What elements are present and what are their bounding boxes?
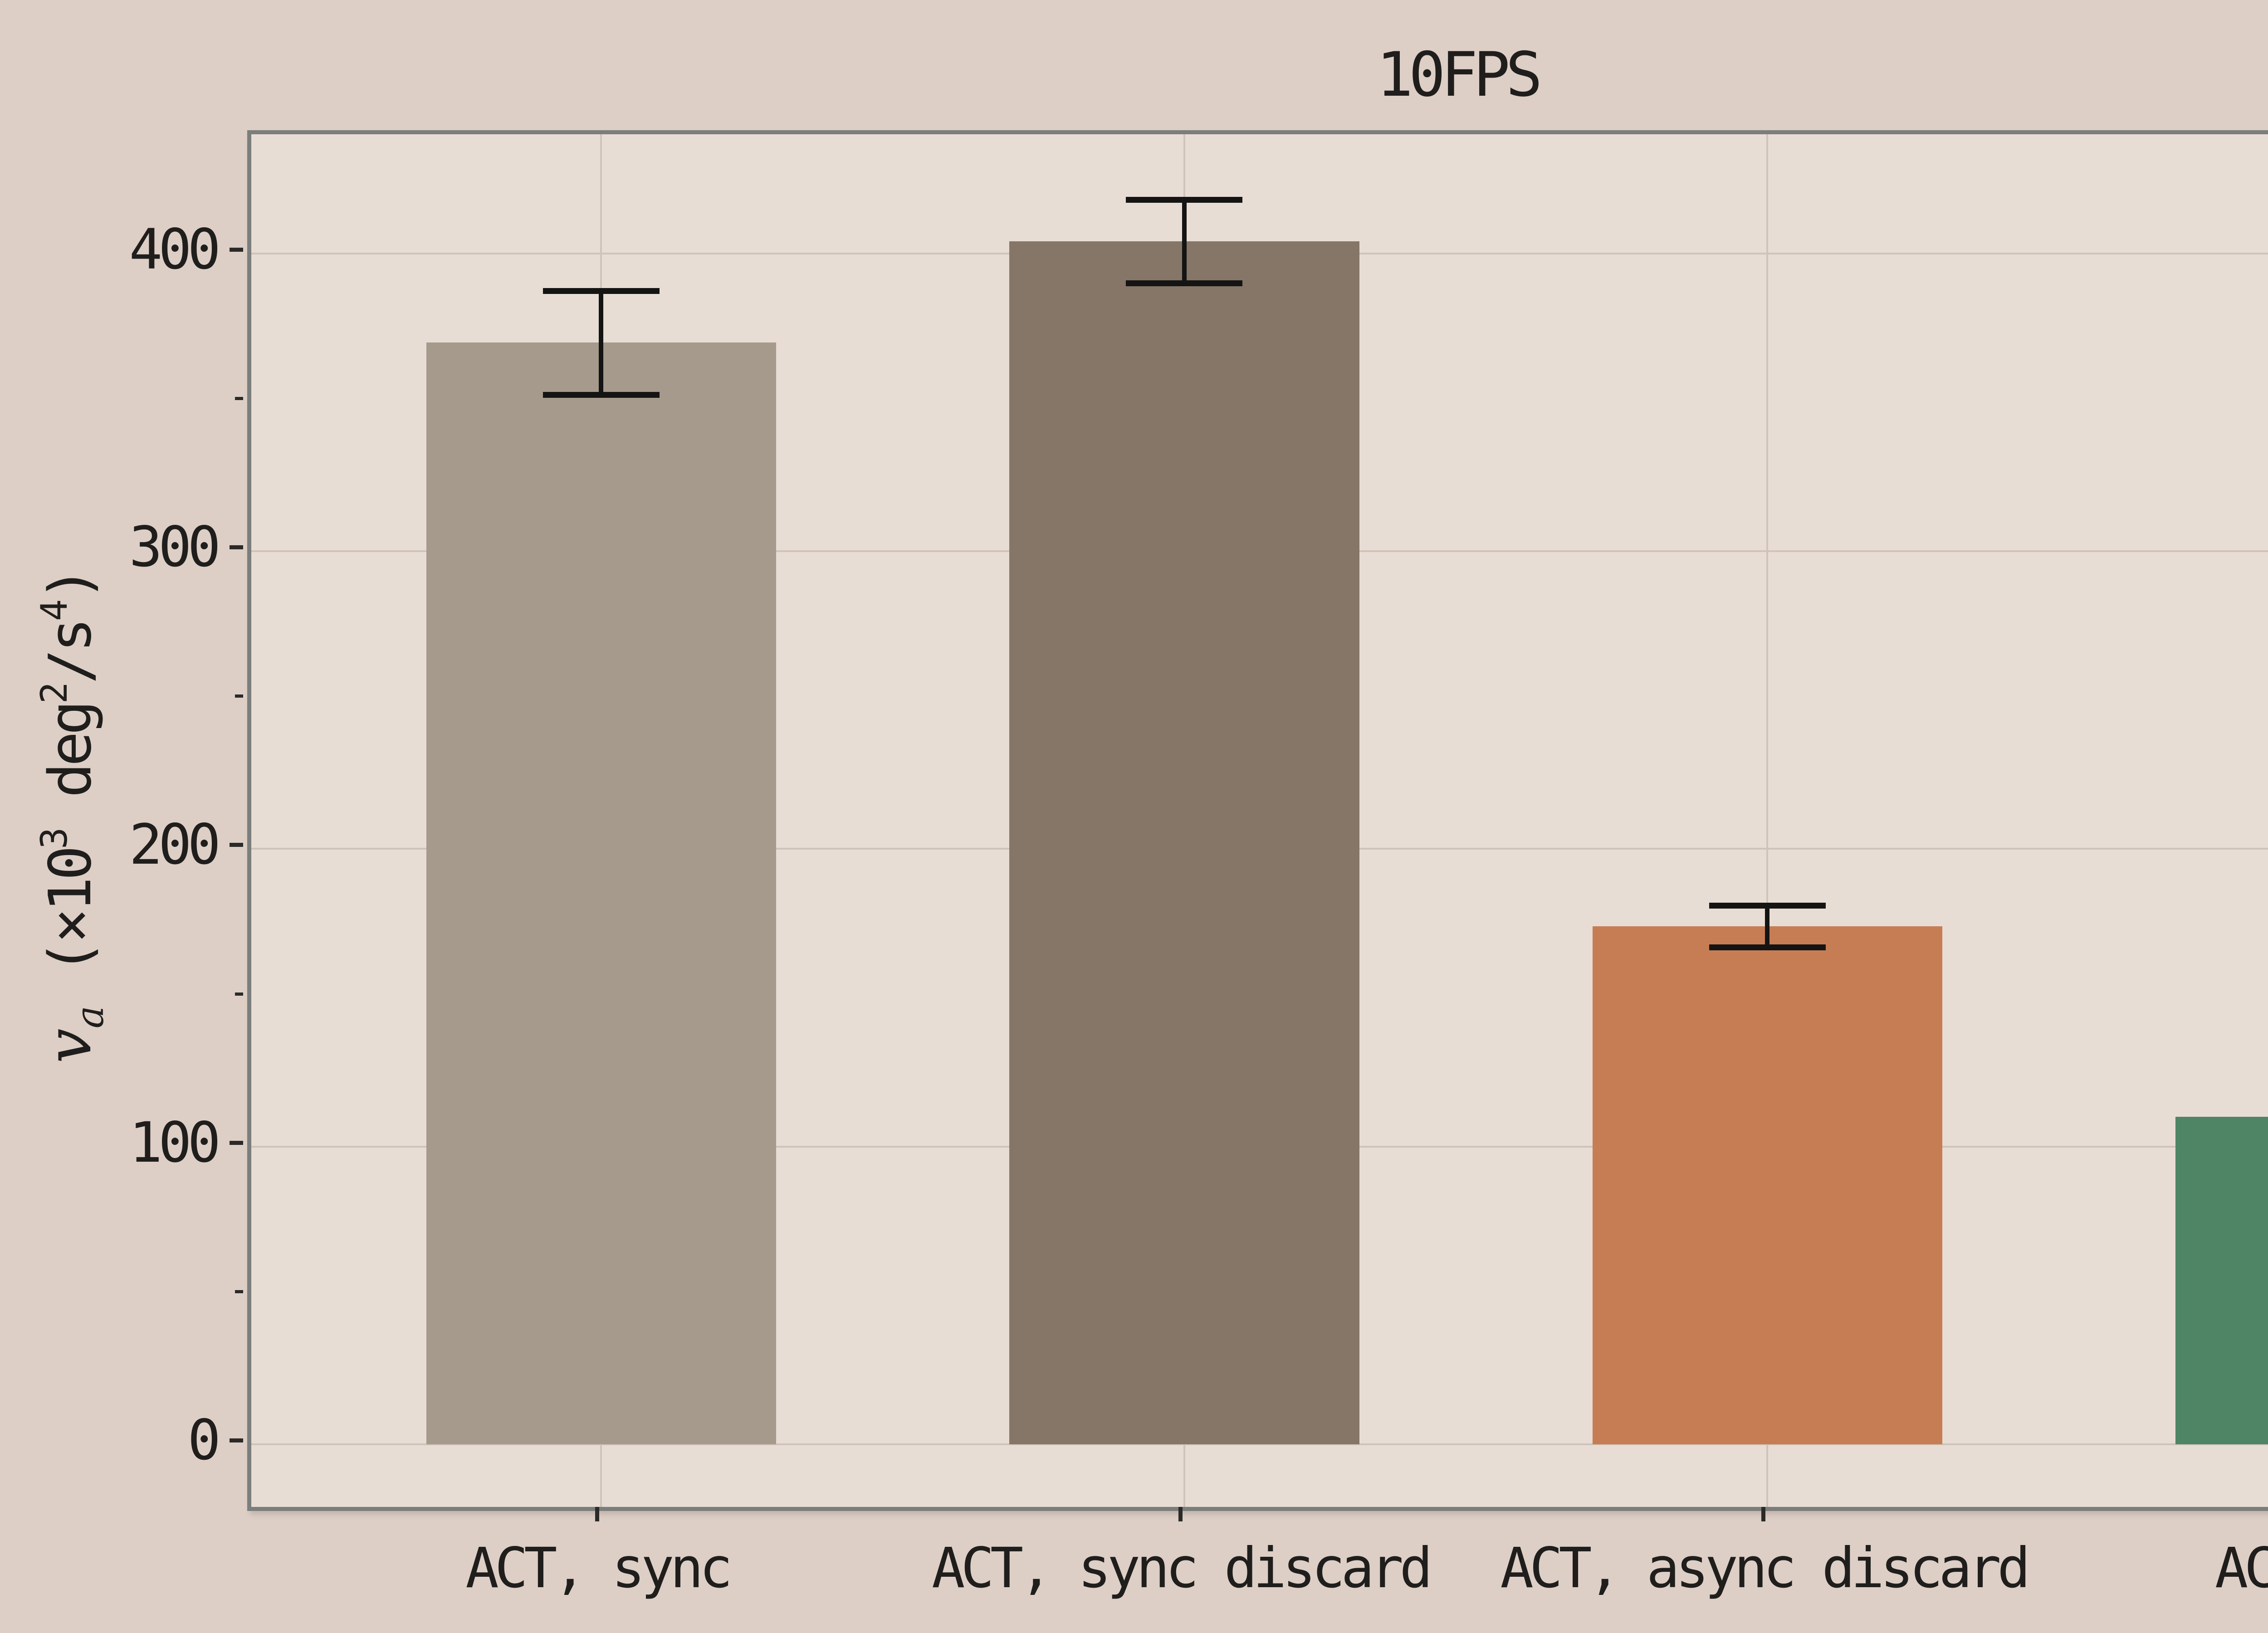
x-tick bbox=[1761, 1507, 1766, 1521]
y-minor-tick bbox=[235, 396, 243, 400]
y-minor-tick bbox=[235, 1290, 243, 1293]
chart-title: 10FPS bbox=[1376, 39, 1542, 110]
x-gridline bbox=[1766, 134, 1769, 1507]
y-tick-label: 200 bbox=[129, 812, 221, 877]
y-tick-label: 400 bbox=[129, 217, 221, 282]
error-bar-cap-bottom bbox=[1126, 280, 1243, 287]
y-label-subscript: a bbox=[68, 1006, 112, 1029]
error-bar-cap-bottom bbox=[543, 392, 660, 398]
bar-ACTSmooth bbox=[2175, 1117, 2268, 1445]
error-bar-cap-top bbox=[1126, 197, 1243, 203]
y-minor-tick bbox=[235, 992, 243, 996]
x-tick-label: ACTSmooth bbox=[2214, 1536, 2268, 1600]
y-label-per-s: /s bbox=[37, 621, 105, 684]
x-tick-label: ACT, async discard bbox=[1500, 1536, 2030, 1600]
error-bar-line bbox=[1182, 200, 1187, 284]
y-tick bbox=[230, 545, 243, 549]
y-tick bbox=[230, 247, 243, 252]
y-label-exponent-4: 4 bbox=[33, 601, 76, 621]
y-tick-label: 300 bbox=[129, 514, 221, 579]
error-bar-cap-bottom bbox=[1709, 944, 1826, 950]
y-tick bbox=[230, 1438, 243, 1443]
x-tick-label: ACT, sync bbox=[465, 1536, 733, 1600]
bar-ACT, sync discard bbox=[1009, 241, 1359, 1445]
x-tick bbox=[1178, 1507, 1183, 1521]
y-label-exponent-2: 2 bbox=[33, 684, 76, 704]
y-minor-tick bbox=[235, 694, 243, 698]
error-bar-line bbox=[1765, 905, 1770, 947]
y-tick bbox=[230, 843, 243, 847]
x-tick bbox=[595, 1507, 600, 1521]
bar-ACT, async discard bbox=[1592, 926, 1943, 1445]
x-tick-label: ACT, sync discard bbox=[932, 1536, 1433, 1600]
plot-area bbox=[247, 130, 2268, 1511]
error-bar-cap-top bbox=[1709, 903, 1826, 909]
y-tick-label: 0 bbox=[187, 1408, 221, 1473]
y-label-variable: v bbox=[34, 1028, 106, 1064]
bar-ACT, sync bbox=[426, 342, 776, 1445]
error-bar-line bbox=[599, 290, 604, 395]
y-gridline bbox=[251, 1443, 2268, 1446]
y-tick bbox=[230, 1140, 243, 1145]
error-bar-cap-top bbox=[543, 288, 660, 294]
y-tick-label: 100 bbox=[129, 1110, 221, 1175]
